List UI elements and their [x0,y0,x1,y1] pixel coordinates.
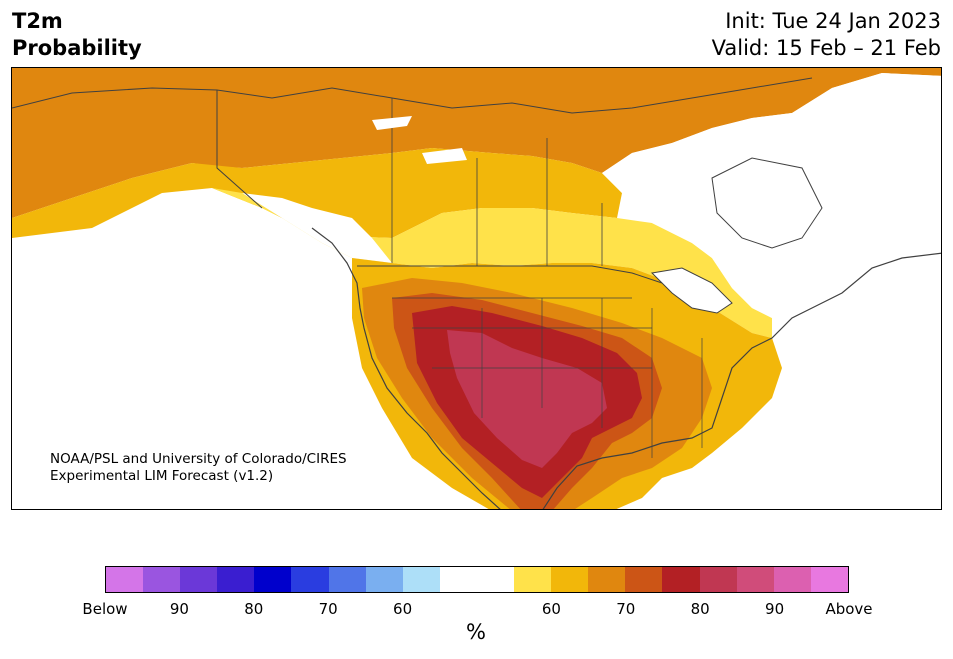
great-lakes [650,267,733,314]
colorbar-segment [699,567,737,592]
colorbar-segment [365,567,403,592]
title-variable: T2m [12,9,63,33]
colorbar-segment [625,567,663,592]
map-graphic [12,68,941,509]
colorbar-tick-label: 90 [765,600,785,618]
colorbar-segment [810,567,848,592]
colorbar-segment [217,567,255,592]
us-canada-border [357,265,663,284]
colorbar-tick-label: Below [82,600,128,618]
init-date: Init: Tue 24 Jan 2023 [725,9,941,33]
prob-55-canada-band [212,188,772,338]
colorbar-tick-label: 90 [169,600,189,618]
colorbar-segment [180,567,218,592]
province-lines [391,98,603,266]
coastline-gulf-atlantic [542,252,941,509]
probability-colorbar [105,566,849,593]
colorbar-tick-label: 80 [244,600,264,618]
colorbar-segment [291,567,329,592]
lake-patches [372,116,467,164]
colorbar-tick-label: Above [825,600,873,618]
colorbar-segment [588,567,626,592]
prob-85-core [447,330,607,468]
colorbar-segment [773,567,811,592]
valid-range: Valid: 15 Feb – 21 Feb [711,36,941,60]
colorbar-segment [328,567,366,592]
colorbar-segment [439,567,477,592]
colorbar-segment [254,567,292,592]
chart-title: T2m Probability [12,8,142,62]
colorbar-tick-label: 70 [616,600,636,618]
probability-map: NOAA/PSL and University of Colorado/CIRE… [11,67,942,510]
colorbar-segment [514,567,552,592]
colorbar-segment [662,567,700,592]
colorbar-tick-label: 60 [541,600,561,618]
colorbar-segment [736,567,774,592]
credit-line-2: Experimental LIM Forecast (v1.2) [50,468,274,484]
prob-60-canada-band [12,148,622,238]
forecast-dates: Init: Tue 24 Jan 2023 Valid: 15 Feb – 21… [712,8,941,62]
forecast-credit: NOAA/PSL and University of Colorado/CIRE… [50,451,347,485]
state-lines [392,297,703,458]
alaska-border [216,90,263,209]
colorbar-segment [143,567,181,592]
hudson-bay [711,157,823,249]
coastline-pacific [311,227,501,509]
colorbar-tick-label: 70 [318,600,338,618]
arctic-coast [12,77,813,114]
colorbar-segment [106,567,144,592]
title-subtitle: Probability [12,36,142,60]
colorbar-segment [476,567,515,592]
colorbar-unit: % [466,620,486,644]
credit-line-1: NOAA/PSL and University of Colorado/CIRE… [50,451,347,467]
colorbar-tick-label: 80 [690,600,710,618]
prob-70-north-band [12,68,941,218]
colorbar-tick-label: 60 [393,600,413,618]
colorbar-segment [551,567,589,592]
colorbar-segment [402,567,440,592]
neutral-yukon [242,193,392,263]
